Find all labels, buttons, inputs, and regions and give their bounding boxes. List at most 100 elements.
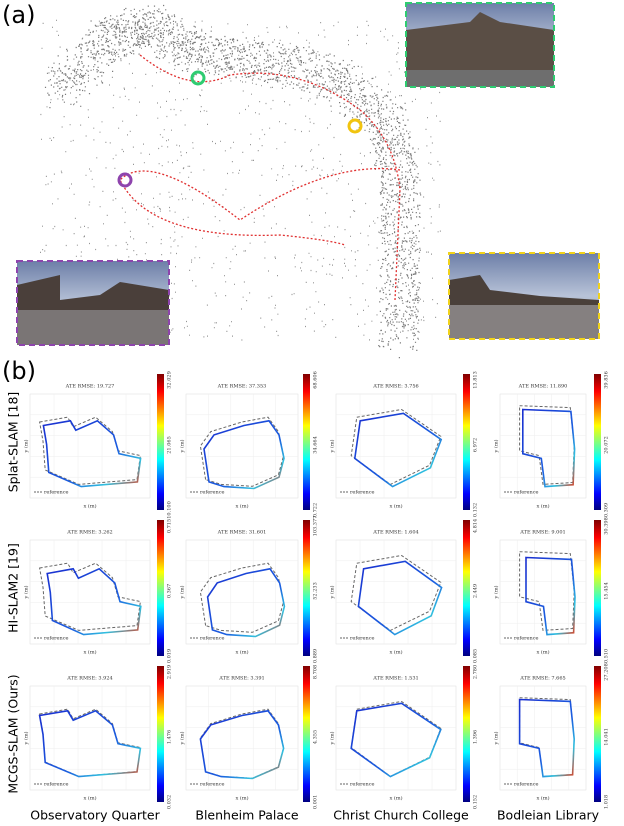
colorbar-label: 4.814 — [473, 519, 479, 533]
plot-title: ATE RMSE: 7.665 — [519, 676, 565, 682]
colorbar-label: 0.715 — [167, 519, 173, 533]
y-axis-label: y (m) — [179, 585, 186, 599]
colorbar — [594, 666, 601, 802]
estimated-path — [357, 560, 443, 636]
colorbar — [157, 520, 164, 656]
x-axis-label: x (m) — [235, 649, 248, 656]
colorbar-label: 0.019 — [167, 649, 173, 663]
row-label: MCGS-SLAM (Ours) — [6, 674, 21, 793]
plot-title: ATE RMSE: 31.601 — [217, 530, 267, 536]
colorbar-label: 0.309 — [604, 503, 610, 517]
colorbar-label: 4.355 — [313, 730, 319, 744]
colorbar-label: 0.132 — [473, 503, 479, 517]
marker-purple — [117, 172, 133, 188]
estimated-path — [353, 412, 443, 488]
column-label: Observatory Quarter — [30, 808, 160, 823]
inset-green — [405, 2, 555, 88]
estimated-path — [199, 709, 285, 780]
estimated-path — [206, 567, 286, 638]
colorbar-label: 103.377 — [313, 516, 319, 537]
estimated-path — [525, 556, 576, 636]
colorbar-label: 2.449 — [473, 584, 479, 598]
reference-path — [39, 562, 141, 631]
legend-label: reference — [350, 636, 375, 642]
legend-label: reference — [350, 490, 375, 496]
estimated-path — [522, 408, 576, 488]
column-label: Bodleian Library — [497, 808, 600, 823]
colorbar-label: 30.398 — [604, 517, 610, 535]
colorbar-label: 27.208 — [604, 663, 610, 681]
legend-label: reference — [514, 636, 539, 642]
y-axis-label: y (m) — [23, 439, 30, 453]
plot-title: ATE RMSE: 11.890 — [518, 384, 568, 390]
colorbar-label: 0.085 — [473, 649, 479, 663]
column-label: Christ Church College — [333, 808, 469, 823]
colorbar — [463, 520, 470, 656]
inset-yellow — [448, 252, 600, 340]
estimated-path — [350, 702, 442, 778]
y-axis-label: y (m) — [493, 731, 500, 745]
colorbar-label: 2.780 — [473, 665, 479, 679]
colorbar-label: 20.072 — [604, 436, 610, 454]
plot-area — [29, 539, 151, 645]
colorbar-label: 13.813 — [473, 371, 479, 389]
colorbar-label: 0.367 — [167, 584, 173, 598]
reference-path — [199, 416, 285, 487]
colorbar-label: 21.065 — [167, 436, 173, 454]
plot-area — [499, 539, 587, 645]
plot-area — [335, 685, 457, 791]
plot-title: ATE RMSE: 3.756 — [372, 384, 418, 390]
colorbar — [594, 374, 601, 510]
colorbar-label: 0.032 — [167, 795, 173, 809]
colorbar — [463, 666, 470, 802]
reference-path — [350, 408, 442, 485]
y-axis-label: y (m) — [329, 731, 336, 745]
plot-title: ATE RMSE: 1.604 — [372, 530, 418, 536]
plot-area — [185, 539, 299, 645]
legend-label: reference — [44, 636, 69, 642]
colorbar-label: 1.476 — [167, 730, 173, 744]
point-cloud — [40, 4, 441, 359]
colorbar — [594, 520, 601, 656]
colorbar-label: 0.889 — [313, 649, 319, 663]
colorbar-label: 52.233 — [313, 582, 319, 600]
plot-area — [185, 685, 299, 791]
x-axis-label: x (m) — [83, 795, 96, 802]
colorbar-label: 8.708 — [313, 665, 319, 679]
x-axis-label: x (m) — [83, 649, 96, 656]
colorbar-label: 2.919 — [167, 665, 173, 679]
colorbar — [303, 520, 310, 656]
colorbar-label: 39.836 — [604, 371, 610, 389]
reference-path — [199, 562, 285, 633]
colorbar-label: 34.664 — [313, 436, 319, 454]
legend-label: reference — [514, 490, 539, 496]
x-axis-label: x (m) — [389, 503, 402, 510]
x-axis-label: x (m) — [235, 503, 248, 510]
colorbar-label: 14.041 — [604, 728, 610, 746]
estimated-path — [38, 709, 142, 778]
plot-title: ATE RMSE: 3.391 — [218, 676, 264, 682]
panel-label: (b) — [2, 357, 36, 385]
points — [40, 4, 441, 359]
y-axis-label: y (m) — [329, 439, 336, 453]
y-axis-label: y (m) — [329, 585, 336, 599]
marker-yellow — [347, 118, 363, 134]
legend-label: reference — [514, 782, 539, 788]
row-label: Splat-SLAM [18] — [6, 392, 21, 493]
y-axis-label: y (m) — [493, 439, 500, 453]
estimated-path — [42, 419, 142, 488]
reference-path — [350, 554, 442, 631]
results-grid: Splat-SLAM [18] ATE RMSE: 19.727 reference… — [6, 371, 610, 822]
colorbar-label: 1.018 — [604, 795, 610, 809]
legend-label: reference — [350, 782, 375, 788]
plot-area — [185, 393, 299, 499]
plot-title: ATE RMSE: 9.001 — [519, 530, 565, 536]
colorbar-label: 1.396 — [473, 730, 479, 744]
y-axis-label: y (m) — [23, 731, 30, 745]
y-axis-label: y (m) — [179, 731, 186, 745]
x-axis-label: x (m) — [536, 503, 549, 510]
colorbar-label: 0.510 — [604, 649, 610, 663]
colorbar-label: 10.100 — [167, 501, 173, 519]
colorbar — [303, 666, 310, 802]
colorbar — [157, 666, 164, 802]
